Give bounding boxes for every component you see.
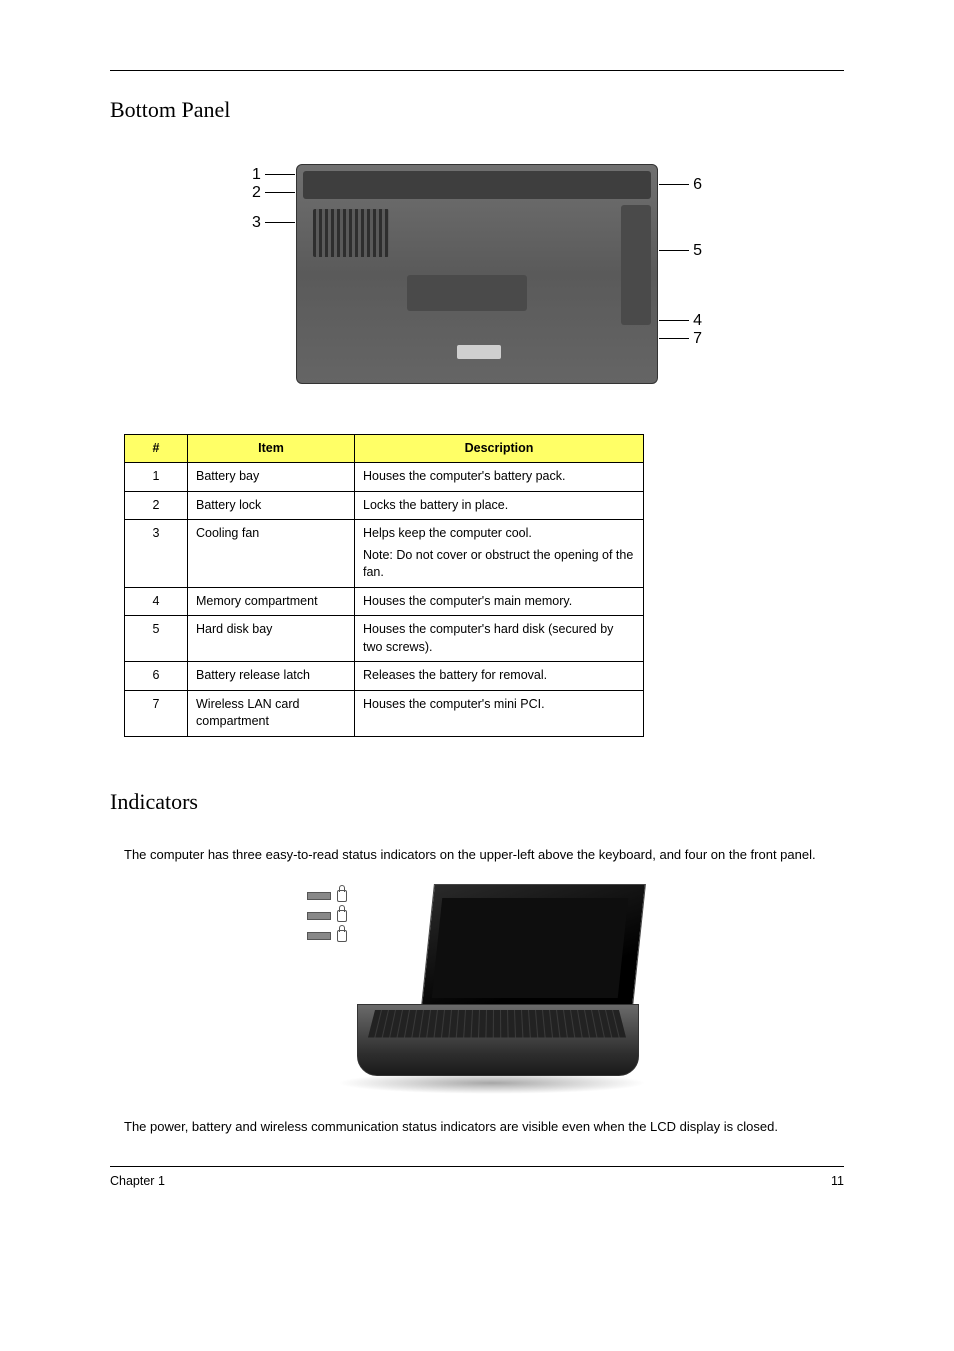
table-row: 5Hard disk bayHouses the computer's hard… — [125, 616, 644, 662]
cell-num: 5 — [125, 616, 188, 662]
bottom-panel-figure: 1 2 3 6 5 4 7 — [110, 154, 844, 394]
lock-icon — [337, 910, 347, 922]
cell-desc: Houses the computer's battery pack. — [355, 463, 644, 492]
cell-num: 4 — [125, 587, 188, 616]
cell-item: Battery release latch — [188, 662, 355, 691]
indicators-intro: The computer has three easy-to-read stat… — [124, 846, 844, 864]
table-row: 3Cooling fanHelps keep the computer cool… — [125, 520, 644, 588]
table-row: 6Battery release latchReleases the batte… — [125, 662, 644, 691]
top-rule — [110, 70, 844, 71]
section-title-bottom-panel: Bottom Panel — [110, 95, 844, 126]
th-item: Item — [188, 434, 355, 463]
table-row: 7Wireless LAN card compartmentHouses the… — [125, 690, 644, 736]
lock-icon — [337, 890, 347, 902]
section-title-indicators: Indicators — [110, 787, 844, 818]
table-row: 2Battery lockLocks the battery in place. — [125, 491, 644, 520]
table-header-row: # Item Description — [125, 434, 644, 463]
cell-num: 1 — [125, 463, 188, 492]
cell-num: 2 — [125, 491, 188, 520]
cell-desc: Houses the computer's mini PCI. — [355, 690, 644, 736]
callout-5: 5 — [655, 240, 702, 262]
indicator-icons — [307, 890, 347, 950]
cell-item: Battery lock — [188, 491, 355, 520]
th-desc: Description — [355, 434, 644, 463]
cell-item: Wireless LAN card compartment — [188, 690, 355, 736]
cell-item: Cooling fan — [188, 520, 355, 588]
th-num: # — [125, 434, 188, 463]
footer-chapter: Chapter 1 — [110, 1173, 165, 1191]
cell-item: Battery bay — [188, 463, 355, 492]
cell-desc: Helps keep the computer cool.Note: Do no… — [355, 520, 644, 588]
cell-num: 3 — [125, 520, 188, 588]
footer-page-number: 11 — [831, 1173, 844, 1191]
page-footer: Chapter 1 11 — [110, 1166, 844, 1191]
cell-desc: Houses the computer's main memory. — [355, 587, 644, 616]
lock-icon — [337, 930, 347, 942]
callout-2: 2 — [252, 182, 299, 204]
cell-desc: Locks the battery in place. — [355, 491, 644, 520]
parts-table: # Item Description 1Battery bayHouses th… — [124, 434, 644, 737]
cell-item: Hard disk bay — [188, 616, 355, 662]
callout-6: 6 — [655, 174, 702, 196]
indicators-closing: The power, battery and wireless communic… — [124, 1118, 844, 1136]
laptop-bottom-illustration — [296, 164, 658, 384]
cell-num: 7 — [125, 690, 188, 736]
callout-7: 7 — [655, 328, 702, 350]
table-row: 4Memory compartmentHouses the computer's… — [125, 587, 644, 616]
cell-num: 6 — [125, 662, 188, 691]
indicators-figure — [110, 884, 844, 1094]
cell-desc: Releases the battery for removal. — [355, 662, 644, 691]
table-row: 1Battery bayHouses the computer's batter… — [125, 463, 644, 492]
cell-desc: Houses the computer's hard disk (secured… — [355, 616, 644, 662]
callout-3: 3 — [252, 212, 299, 234]
cell-item: Memory compartment — [188, 587, 355, 616]
